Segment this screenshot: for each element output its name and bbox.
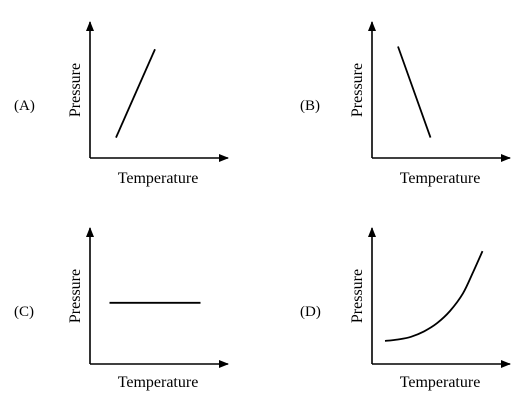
y-axis-label-c: Pressure [67,269,84,323]
series-line-a [115,48,156,138]
graph-a: (A) Pressure Temperature [14,21,229,187]
y-axis-label-d: Pressure [349,269,366,323]
option-label-b: (B) [300,98,320,114]
series-line-b [397,46,432,138]
series-curve-d [384,250,484,342]
option-label-d: (D) [300,304,321,320]
y-axis-label-b: Pressure [349,63,366,117]
option-label-a: (A) [14,98,35,114]
y-axis-label-a: Pressure [67,63,84,117]
graph-b: (B) Pressure Temperature [300,21,511,187]
option-label-c: (C) [14,304,34,320]
x-axis-label-b: Temperature [400,170,481,187]
graph-d: (D) Pressure Temperature [300,227,511,391]
x-axis-label-c: Temperature [118,374,199,391]
x-axis-label-d: Temperature [400,374,481,391]
x-axis-label-a: Temperature [118,170,199,187]
graph-c: (C) Pressure Temperature [14,227,229,391]
